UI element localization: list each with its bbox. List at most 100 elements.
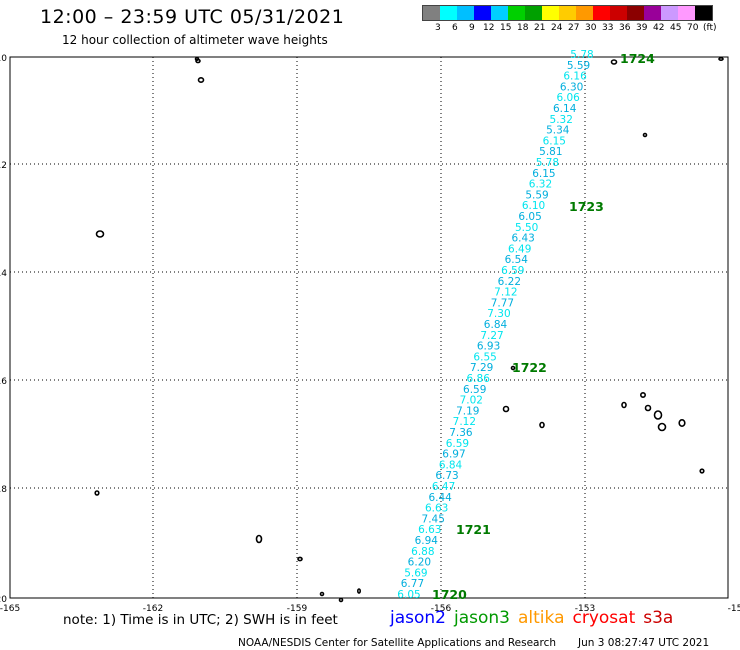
swh-value-label: 6.30 <box>560 81 583 93</box>
color-scale-tick: 24 <box>551 23 563 33</box>
axis-labels: -10 -12 -14 -16 -18 -20-165 -162 -159 -156 -153 -1… <box>0 54 740 614</box>
color-swatch <box>542 6 559 20</box>
track-time-label: 1724 <box>620 51 655 66</box>
credit-organization: NOAA/NESDIS Center for Satellite Applica… <box>238 637 556 649</box>
island-outline <box>356 588 361 594</box>
swh-value-label: 5.34 <box>546 125 570 137</box>
color-swatch <box>678 6 695 20</box>
swh-value-label: 7.77 <box>491 297 514 309</box>
color-scale-tick: 33 <box>602 23 614 33</box>
longitude-tick-label: -153 <box>575 604 595 614</box>
swh-value-label: 6.77 <box>401 578 424 590</box>
color-swatch <box>474 6 491 20</box>
swh-value-label: 6.93 <box>477 341 500 353</box>
latitude-tick-label: -14 <box>0 269 7 279</box>
swh-value-label: 6.63 <box>425 503 448 515</box>
swh-value-label: 6.15 <box>543 135 566 147</box>
track-time-label: 1723 <box>569 199 604 214</box>
color-swatch <box>525 6 542 20</box>
swh-value-label: 7.02 <box>460 395 483 407</box>
color-swatch <box>457 6 474 20</box>
wave-height-color-legend: 3 6 9 12 15 18 21 24 27 30 33 36 39 42 45 70 (ft) <box>422 5 717 35</box>
swh-value-label: 5.32 <box>550 114 573 126</box>
swh-value-label: 6.54 <box>505 254 529 266</box>
longitude-tick-label: -159 <box>287 604 308 614</box>
color-scale-tick: 27 <box>568 23 580 33</box>
color-swatch <box>661 6 678 20</box>
map-border <box>9 56 729 599</box>
swh-value-label: 6.06 <box>556 92 580 104</box>
swh-value-label: 6.47 <box>432 481 455 493</box>
swh-value-label: 5.69 <box>404 567 427 579</box>
color-swatch <box>610 6 627 20</box>
island-outline <box>642 132 648 138</box>
island-outline <box>678 418 686 427</box>
color-scale-tick: 18 <box>517 23 529 33</box>
color-swatch <box>644 6 661 20</box>
longitude-tick-label: -165 <box>0 604 20 614</box>
swh-value-label: 6.97 <box>442 449 465 461</box>
island-outline <box>699 468 705 474</box>
island-outline <box>510 365 516 371</box>
swh-value-label: 6.55 <box>473 351 496 363</box>
track-time-label: 1722 <box>512 360 547 375</box>
color-swatch-bar <box>422 5 713 21</box>
swh-value-label: 6.86 <box>467 373 491 385</box>
swh-value-label: 7.30 <box>487 308 510 320</box>
color-scale-tick: 30 <box>585 23 597 33</box>
latitude-tick-label: -18 <box>0 485 7 495</box>
swh-value-label: 5.78 <box>536 157 559 169</box>
swh-value-label: 7.12 <box>494 287 517 299</box>
color-scale-unit: (ft) <box>703 23 717 33</box>
island-outline <box>319 591 325 597</box>
swh-value-label: 5.59 <box>525 189 548 201</box>
swh-value-label: 6.05 <box>518 211 541 223</box>
island-outline <box>653 410 663 420</box>
longitude-tick-label: -162 <box>143 604 163 614</box>
island-outline <box>621 401 627 409</box>
swh-value-label: 6.59 <box>463 384 486 396</box>
swh-value-label: 6.59 <box>446 438 469 450</box>
color-swatch <box>423 6 440 20</box>
swh-value-label: 7.45 <box>422 513 445 525</box>
latitude-tick-label: -10 <box>0 54 7 64</box>
swh-value-label: 6.94 <box>415 535 439 547</box>
island-outline <box>657 422 667 432</box>
map-frame <box>9 56 729 599</box>
island-outline <box>94 490 100 496</box>
swh-value-label: 6.32 <box>529 179 552 191</box>
color-swatch <box>593 6 610 20</box>
units-note: note: 1) Time is in UTC; 2) SWH is in fe… <box>63 612 338 628</box>
color-scale-labels: 3 6 9 12 15 18 21 24 27 30 33 36 39 42 45 70 (ft) <box>422 21 717 35</box>
swh-value-label: 6.10 <box>522 200 545 212</box>
swh-value-label: 6.63 <box>418 524 441 536</box>
color-swatch <box>559 6 576 20</box>
island-outline <box>644 404 652 412</box>
swh-value-label: 6.16 <box>563 71 587 83</box>
color-swatch <box>576 6 593 20</box>
satellite-name-s3a: s3a <box>643 608 674 628</box>
swh-value-label: 5.50 <box>515 222 538 234</box>
swh-value-label: 5.78 <box>570 49 593 61</box>
satellite-name-jason3: jason3 <box>454 608 510 628</box>
island-outline <box>255 534 263 544</box>
color-swatch <box>695 6 712 20</box>
color-swatch <box>440 6 457 20</box>
swh-value-label: 6.88 <box>411 546 434 558</box>
swh-value-label: 7.19 <box>456 405 479 417</box>
color-swatch <box>627 6 644 20</box>
latitude-tick-label: -20 <box>0 595 7 605</box>
swh-value-label: 6.22 <box>498 276 521 288</box>
swh-value-label: 6.49 <box>508 243 531 255</box>
island-outline <box>639 391 646 398</box>
swh-value-label: 6.84 <box>484 319 508 331</box>
swh-value-label: 7.27 <box>480 330 503 342</box>
color-scale-tick: 70 <box>687 23 699 33</box>
island-outline <box>338 597 344 603</box>
swh-value-label: 6.44 <box>428 492 452 504</box>
map-grid <box>10 57 728 598</box>
color-scale-tick: 36 <box>619 23 631 33</box>
color-scale-tick: 21 <box>534 23 546 33</box>
island-outline <box>197 77 205 84</box>
